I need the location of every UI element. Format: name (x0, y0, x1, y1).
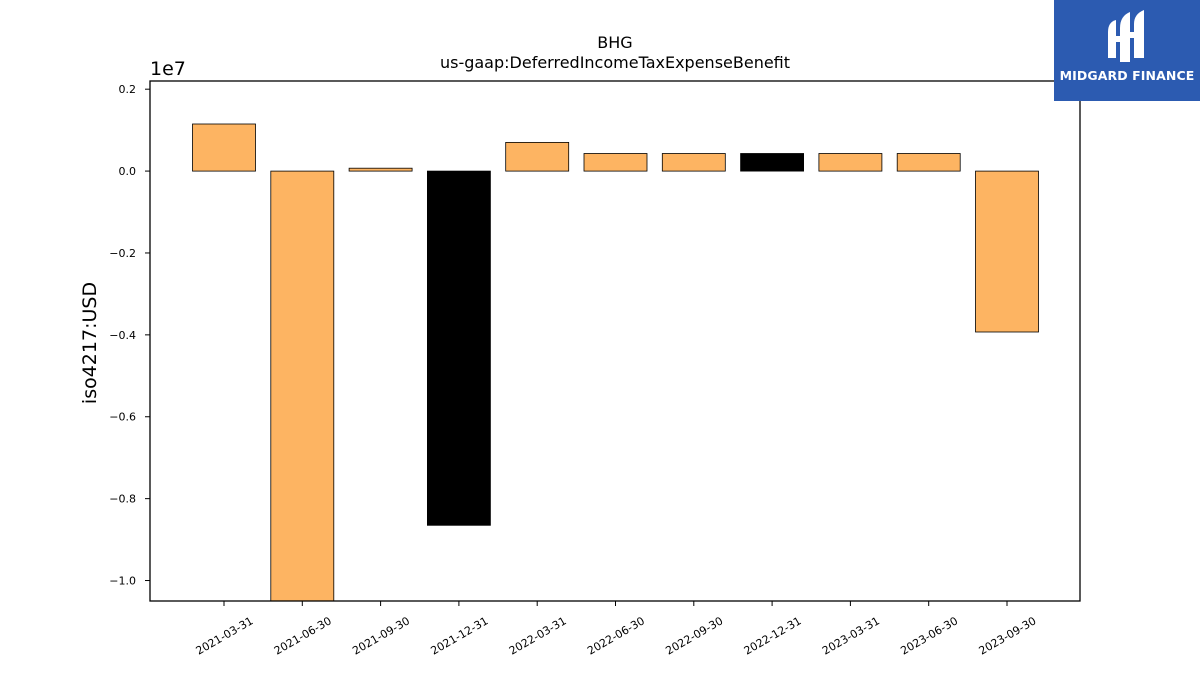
bar-2022-06-30 (583, 153, 648, 172)
y-axis-ticks: 0.2 0.0 −0.2 −0.4 −0.6 −0.8 −1.0 (109, 83, 150, 588)
x-axis-ticks: 2021-03-31 2021-06-30 2021-09-30 2021-12-31… (194, 601, 1039, 658)
y-tick-label: −0.8 (109, 493, 136, 506)
plot-frame (149, 80, 1081, 602)
x-tick-label: 2022-12-31 (742, 614, 804, 657)
y-tick-label: 0.0 (119, 165, 137, 178)
x-tick-label: 2023-06-30 (898, 614, 960, 657)
chart-subtitle: us-gaap:DeferredIncomeTaxExpenseBenefit (440, 53, 790, 72)
y-offset-label: 1e7 (150, 58, 186, 80)
x-tick-label: 2021-09-30 (350, 614, 412, 657)
bar-2021-03-31 (192, 123, 256, 172)
bar-2021-09-30 (348, 167, 413, 172)
bar-2023-06-30 (896, 153, 961, 172)
x-tick-label: 2021-12-31 (429, 614, 491, 657)
y-tick-label: −0.6 (109, 411, 136, 424)
y-tick-label: −0.4 (109, 329, 136, 342)
bar-2023-09-30 (975, 170, 1039, 333)
bar-2021-06-30 (270, 170, 335, 602)
bar-2022-12-31 (740, 153, 804, 172)
x-tick-label: 2023-09-30 (977, 614, 1039, 657)
x-tick-label: 2021-06-30 (272, 614, 334, 657)
midgard-finance-logo: MIDGARD FINANCE (1054, 0, 1200, 101)
y-tick-label: 0.2 (119, 83, 137, 96)
x-tick-label: 2021-03-31 (194, 614, 256, 657)
bar-2021-12-31 (426, 170, 491, 526)
chart-title: BHG (597, 33, 632, 52)
bars (192, 123, 1039, 602)
midgard-logo-icon (1108, 10, 1144, 62)
x-tick-label: 2023-03-31 (820, 614, 882, 657)
y-tick-label: −1.0 (109, 575, 136, 588)
bar-2022-09-30 (661, 153, 726, 172)
logo-text: MIDGARD FINANCE (1059, 68, 1195, 83)
bar-2022-03-31 (505, 141, 570, 172)
x-tick-label: 2022-06-30 (585, 614, 647, 657)
x-tick-label: 2022-03-31 (507, 614, 569, 657)
bar-2023-03-31 (818, 153, 883, 172)
y-tick-label: −0.2 (109, 247, 136, 260)
y-axis-label: iso4217:USD (79, 282, 101, 404)
x-tick-label: 2022-09-30 (663, 614, 725, 657)
